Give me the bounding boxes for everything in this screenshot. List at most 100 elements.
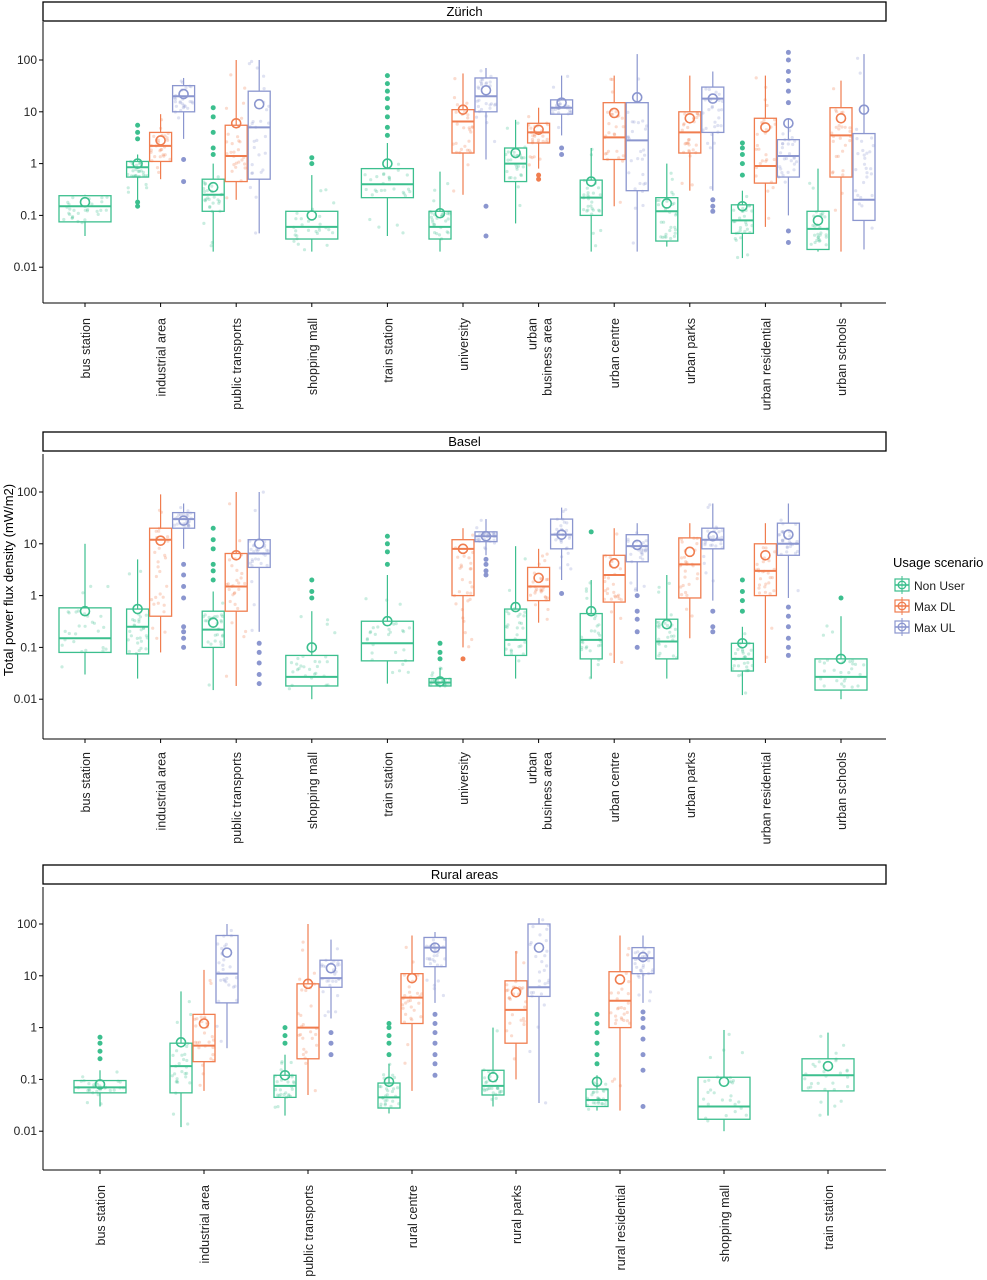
jitter-point: [163, 630, 167, 634]
outlier-point: [739, 161, 745, 167]
jitter-point: [401, 1006, 405, 1010]
jitter-point: [401, 231, 405, 235]
jitter-point: [153, 550, 157, 555]
jitter-point: [206, 196, 210, 200]
jitter-point: [295, 234, 299, 238]
x-tick-label: rural parks: [510, 1185, 524, 1244]
jitter-point: [680, 181, 684, 185]
jitter-point: [647, 950, 651, 954]
jitter-point: [333, 631, 337, 635]
box-non-user: [655, 574, 679, 679]
jitter-point: [405, 173, 409, 177]
jitter-point: [656, 624, 660, 628]
x-tick-label: public transports: [230, 318, 244, 410]
x-tick-label-line: bus station: [79, 318, 93, 379]
jitter-point: [280, 1061, 284, 1065]
jitter-point: [512, 150, 516, 154]
jitter-point: [328, 983, 332, 988]
jitter-point: [401, 662, 405, 667]
jitter-point: [727, 1032, 731, 1036]
jitter-point: [813, 224, 817, 228]
jitter-point: [219, 620, 223, 624]
box-max-ul: [474, 518, 498, 578]
jitter-point: [219, 642, 223, 647]
jitter-point: [709, 186, 713, 190]
jitter-point: [848, 129, 852, 133]
outlier-point: [559, 590, 565, 596]
jitter-point: [83, 218, 87, 222]
jitter-point: [95, 209, 99, 213]
jitter-point: [603, 579, 607, 584]
jitter-point: [432, 954, 436, 958]
jitter-point: [617, 1006, 621, 1010]
jitter-point: [685, 593, 689, 598]
jitter-point: [640, 970, 644, 974]
mean-marker: [230, 549, 242, 561]
jitter-point: [695, 111, 699, 115]
jitter-point: [736, 664, 741, 668]
box-iqr: [806, 210, 830, 251]
jitter-point: [227, 983, 231, 987]
jitter-point: [141, 173, 145, 177]
outlier-point: [282, 1025, 288, 1031]
jitter-point: [225, 582, 229, 587]
mean-marker: [434, 207, 446, 219]
box-iqr: [730, 204, 755, 235]
jitter-point: [171, 1053, 175, 1057]
jitter-point: [301, 1036, 305, 1040]
jitter-point: [620, 660, 624, 665]
jitter-point: [736, 647, 740, 652]
box-non-user: [697, 1029, 751, 1132]
jitter-point: [522, 1022, 526, 1027]
jitter-point: [661, 235, 665, 239]
jitter-point: [232, 150, 236, 154]
x-tick-label-line: public transports: [230, 752, 244, 844]
box-iqr: [296, 983, 320, 1060]
jitter-point: [157, 170, 161, 174]
x-tick-label-line: train station: [381, 318, 395, 383]
mean-marker: [207, 181, 219, 193]
legend-item-non-user: Non User: [894, 576, 965, 594]
jitter-point: [546, 596, 550, 600]
outlier-point: [739, 151, 745, 157]
outlier-point: [328, 1040, 334, 1046]
jitter-point: [780, 530, 784, 534]
jitter-point: [240, 158, 244, 162]
box-iqr: [192, 1013, 216, 1063]
outlier-point: [559, 145, 565, 151]
jitter-point: [603, 152, 608, 156]
x-tick-label-line: urban residential: [759, 318, 773, 410]
jitter-point: [433, 188, 437, 192]
jitter-point: [516, 121, 520, 125]
jitter-point: [819, 1100, 823, 1104]
jitter-point: [475, 99, 479, 103]
jitter-point: [755, 143, 760, 148]
jitter-point: [545, 617, 549, 621]
jitter-point: [846, 1085, 850, 1089]
jitter-point: [733, 1102, 737, 1106]
jitter-point: [831, 170, 835, 174]
jitter-point: [242, 635, 246, 639]
box-max-dl: [192, 969, 216, 1091]
jitter-point: [809, 242, 813, 246]
jitter-point: [100, 200, 104, 204]
jitter-point: [321, 990, 325, 994]
box-max-dl: [602, 75, 626, 207]
jitter-point: [398, 602, 402, 606]
jitter-point: [545, 927, 549, 931]
jitter-point: [445, 211, 449, 216]
jitter-point: [225, 976, 229, 981]
outlier-point: [181, 583, 187, 589]
jitter-point: [663, 621, 667, 625]
jitter-point: [469, 130, 473, 134]
jitter-point: [673, 627, 678, 632]
outlier-point: [432, 1011, 438, 1017]
jitter-point: [543, 559, 547, 563]
jitter-point: [138, 636, 142, 640]
outlier-point: [483, 568, 489, 574]
jitter-point: [304, 1050, 308, 1054]
jitter-point: [843, 125, 847, 129]
jitter-point: [738, 226, 743, 230]
jitter-point: [403, 194, 407, 198]
jitter-point: [175, 522, 179, 526]
